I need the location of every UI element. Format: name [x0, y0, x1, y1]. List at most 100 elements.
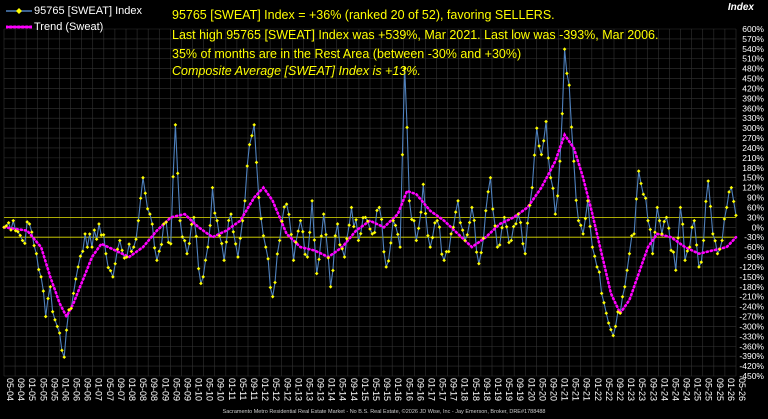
- index-point: [706, 179, 711, 183]
- y-tick-label: 120%: [742, 183, 764, 193]
- index-point: [711, 232, 715, 236]
- index-point: [229, 212, 233, 216]
- index-point: [544, 119, 548, 124]
- index-point: [472, 218, 477, 223]
- y-tick-label: -330%: [739, 331, 764, 341]
- index-point: [368, 227, 372, 231]
- index-point: [36, 267, 41, 272]
- index-point: [463, 238, 467, 243]
- index-point: [46, 296, 50, 301]
- index-point: [280, 219, 284, 224]
- index-point: [298, 218, 303, 223]
- index-point: [676, 236, 680, 240]
- x-tick-label: 09-15: [382, 378, 392, 401]
- index-point: [18, 233, 23, 238]
- index-point: [136, 218, 141, 223]
- index-point: [717, 247, 722, 252]
- index-point: [701, 238, 706, 243]
- x-tick-label: 09-08: [149, 378, 159, 401]
- index-point: [511, 224, 516, 229]
- x-tick-label: 01-10: [194, 378, 204, 401]
- index-point: [680, 222, 685, 226]
- index-point: [486, 189, 490, 194]
- index-point: [623, 284, 627, 289]
- index-point: [583, 216, 588, 221]
- y-tick-label: 420%: [742, 83, 764, 93]
- index-point: [398, 245, 402, 249]
- index-point: [697, 265, 701, 269]
- index-point: [331, 268, 335, 273]
- x-tick-label: 09-11: [249, 378, 259, 400]
- index-point: [539, 152, 544, 157]
- index-point: [180, 235, 185, 239]
- index-point: [150, 222, 155, 226]
- x-tick-label: 05-12: [271, 378, 281, 401]
- x-tick-label: 09-21: [582, 378, 592, 401]
- index-point: [514, 222, 518, 226]
- index-point: [502, 215, 507, 220]
- index-point: [215, 218, 219, 223]
- index-point: [60, 348, 64, 353]
- index-point: [199, 281, 203, 286]
- y-tick-label: -90%: [744, 252, 764, 262]
- x-tick-label: 09-04: [16, 378, 26, 401]
- index-point: [358, 231, 363, 236]
- x-tick-label: 05-11: [238, 378, 248, 400]
- y-tick-label: 600%: [742, 24, 764, 34]
- index-point: [484, 208, 488, 213]
- index-point: [16, 229, 20, 234]
- index-point: [551, 186, 555, 191]
- index-point: [734, 213, 738, 218]
- legend-trend-dots-icon: [6, 25, 32, 29]
- index-point: [634, 197, 639, 201]
- index-point: [713, 238, 717, 243]
- index-point: [546, 156, 551, 160]
- index-point: [263, 245, 268, 249]
- index-point: [389, 241, 393, 245]
- index-point: [592, 254, 597, 259]
- index-point: [312, 238, 317, 242]
- x-tick-label: 01-13: [293, 378, 303, 401]
- index-point: [558, 159, 562, 163]
- index-point: [636, 169, 641, 173]
- y-axis-title: Index: [727, 2, 754, 13]
- y-tick-label: -180%: [739, 282, 764, 292]
- index-point: [379, 217, 384, 222]
- y-tick-label: -390%: [739, 351, 764, 361]
- index-point: [171, 174, 175, 179]
- index-point: [565, 71, 569, 76]
- index-point: [173, 123, 178, 127]
- index-point: [55, 324, 60, 329]
- index-point: [530, 185, 534, 190]
- x-tick-label: 09-19: [515, 378, 525, 401]
- index-point: [643, 196, 648, 200]
- index-point: [277, 238, 282, 243]
- index-point: [442, 258, 446, 263]
- index-point: [426, 233, 430, 238]
- x-tick-label: 09-05: [49, 378, 59, 401]
- info-line-3: 35% of months are in the Rest Area (betw…: [172, 47, 522, 61]
- index-point: [632, 232, 636, 236]
- index-point: [284, 202, 289, 206]
- index-point: [458, 220, 463, 225]
- index-point: [27, 222, 32, 226]
- index-point: [724, 205, 729, 210]
- x-tick-label: 01-14: [327, 378, 337, 401]
- y-tick-label: -150%: [739, 272, 764, 282]
- x-tick-label: 01-11: [227, 378, 237, 400]
- index-point: [722, 217, 727, 221]
- index-point: [252, 123, 256, 127]
- index-point: [349, 205, 354, 210]
- index-point: [412, 218, 416, 223]
- index-point: [294, 240, 298, 245]
- x-tick-label: 01-18: [460, 378, 470, 401]
- index-point: [317, 257, 321, 262]
- index-point: [560, 111, 565, 116]
- index-point: [386, 259, 391, 263]
- index-point: [449, 232, 453, 236]
- index-point: [474, 250, 479, 254]
- index-point: [599, 291, 604, 296]
- x-tick-label: 05-24: [670, 378, 680, 401]
- index-point: [395, 232, 400, 237]
- index-point: [162, 222, 166, 226]
